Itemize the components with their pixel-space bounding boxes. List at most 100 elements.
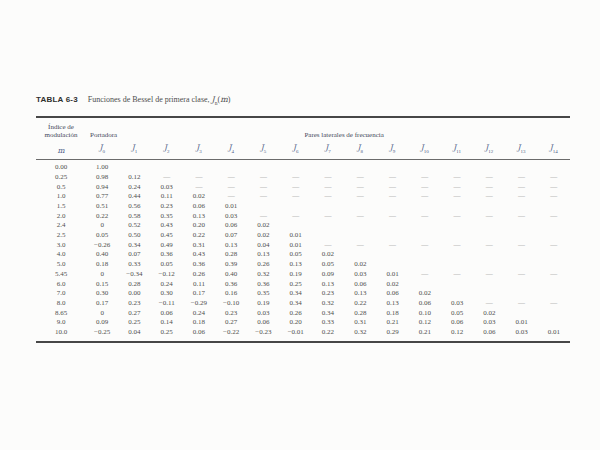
column-header-J8: J8: [344, 141, 376, 160]
bessel-value: [344, 160, 376, 173]
bessel-value: 0.45: [151, 231, 183, 241]
bessel-value: 0.17: [183, 289, 215, 299]
bessel-value: 0.23: [151, 202, 183, 212]
bessel-value: —: [376, 173, 408, 183]
bessel-value: 0.30: [86, 289, 118, 299]
bessel-value: [344, 250, 376, 260]
bessel-value: 0.03: [151, 183, 183, 193]
bessel-value: —: [538, 183, 570, 193]
bessel-value: [505, 309, 537, 319]
bessel-value: 0.22: [344, 299, 376, 309]
bessel-value: [118, 160, 150, 173]
bessel-value: 0.07: [118, 250, 150, 260]
bessel-value: —: [409, 173, 441, 183]
bessel-value: —: [505, 183, 537, 193]
bessel-value: 0.18: [183, 318, 215, 328]
column-header-subscript: 4: [231, 148, 234, 153]
bessel-value: 0.50: [118, 231, 150, 241]
bessel-value: 0.35: [151, 212, 183, 222]
bessel-value: 0.40: [86, 250, 118, 260]
table-row: 6.00.150.280.240.110.360.360.250.130.060…: [36, 280, 570, 290]
bessel-value: —: [473, 241, 505, 251]
bessel-value: 0.16: [215, 289, 247, 299]
bessel-value: 0.58: [118, 212, 150, 222]
column-header-J5: J5: [247, 141, 279, 160]
modulation-index-value: 8.65: [36, 309, 86, 319]
bessel-value: —: [409, 212, 441, 222]
bessel-value: 0.05: [151, 260, 183, 270]
column-header-subscript: 8: [361, 148, 364, 153]
table-row: 1.00.770.440.110.02———————————: [36, 192, 570, 202]
bessel-value: 0.13: [183, 212, 215, 222]
bessel-value: [473, 260, 505, 270]
bessel-value: —: [344, 173, 376, 183]
bessel-value: [151, 160, 183, 173]
modulation-index-value: 0.25: [36, 173, 86, 183]
bessel-value: 0.06: [151, 309, 183, 319]
table-row: 1.50.510.560.230.060.01: [36, 202, 570, 212]
column-header-J9: J9: [376, 141, 408, 160]
bessel-value: 0.04: [247, 241, 279, 251]
bessel-value: 0.01: [215, 202, 247, 212]
bessel-value: —: [409, 192, 441, 202]
bessel-value: 0.06: [183, 202, 215, 212]
table-title: Funciones de Bessel de primera clase, Jn…: [88, 95, 231, 104]
bessel-value: —: [505, 192, 537, 202]
bessel-value: 0.51: [86, 202, 118, 212]
bessel-value: [280, 160, 312, 173]
bessel-value: [376, 160, 408, 173]
group-header-modulation-index: Índice demodulación: [36, 117, 86, 141]
bessel-value: 1.00: [86, 160, 118, 173]
group-header-line: modulación: [44, 131, 77, 139]
bessel-value: 0.09: [86, 318, 118, 328]
bessel-value: [409, 231, 441, 241]
bessel-value: 0.03: [344, 270, 376, 280]
bessel-value: −0.29: [183, 299, 215, 309]
bessel-value: [505, 289, 537, 299]
bessel-value: —: [505, 270, 537, 280]
bessel-value: −0.25: [86, 328, 118, 342]
bessel-value: 0.01: [376, 270, 408, 280]
bessel-value: [409, 280, 441, 290]
column-header-J13: J13: [505, 141, 537, 160]
bessel-value: [473, 280, 505, 290]
bessel-value: 0.33: [312, 318, 344, 328]
bessel-value: —: [441, 183, 473, 193]
bessel-value: —: [215, 192, 247, 202]
bessel-value: 0.06: [344, 280, 376, 290]
bessel-value: 0.39: [215, 260, 247, 270]
bessel-value: —: [215, 183, 247, 193]
bessel-value: 0.21: [376, 318, 408, 328]
column-header-subscript: 9: [393, 148, 396, 153]
bessel-value: [409, 221, 441, 231]
bessel-value: —: [505, 299, 537, 309]
bessel-value: [473, 289, 505, 299]
bessel-value: 0.22: [86, 212, 118, 222]
column-header-J2: J2: [151, 141, 183, 160]
bessel-value: 0.52: [118, 221, 150, 231]
modulation-index-value: 3.0: [36, 241, 86, 251]
bessel-value: 0.94: [86, 183, 118, 193]
bessel-value: [441, 260, 473, 270]
bessel-value: [505, 280, 537, 290]
table-number: TABLA 6-3: [36, 95, 78, 104]
bessel-value: —: [151, 173, 183, 183]
modulation-index-value: 1.5: [36, 202, 86, 212]
bessel-value: 0.05: [441, 309, 473, 319]
bessel-value: 0: [86, 270, 118, 280]
column-header-J14: J14: [538, 141, 570, 160]
bessel-value: −0.22: [215, 328, 247, 342]
bessel-value: —: [473, 183, 505, 193]
bessel-value: —: [247, 183, 279, 193]
bessel-value: [538, 289, 570, 299]
bessel-value: —: [312, 183, 344, 193]
bessel-value: 0.18: [86, 260, 118, 270]
bessel-value: —: [247, 173, 279, 183]
bessel-value: —: [344, 241, 376, 251]
bessel-value: —: [538, 270, 570, 280]
bessel-value: —: [183, 173, 215, 183]
bessel-value: [441, 221, 473, 231]
bessel-value: —: [376, 212, 408, 222]
bessel-value: 0.13: [312, 280, 344, 290]
column-header-subscript: 1: [135, 148, 138, 153]
